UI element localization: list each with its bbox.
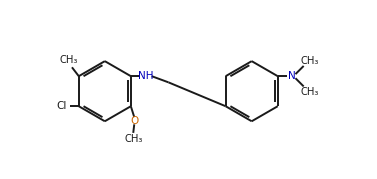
Text: NH: NH (138, 71, 154, 81)
Text: O: O (130, 116, 138, 126)
Text: CH₃: CH₃ (300, 87, 319, 96)
Text: CH₃: CH₃ (124, 134, 143, 144)
Text: CH₃: CH₃ (59, 55, 78, 66)
Text: CH₃: CH₃ (300, 56, 319, 66)
Text: N: N (288, 71, 296, 81)
Text: Cl: Cl (57, 101, 67, 111)
